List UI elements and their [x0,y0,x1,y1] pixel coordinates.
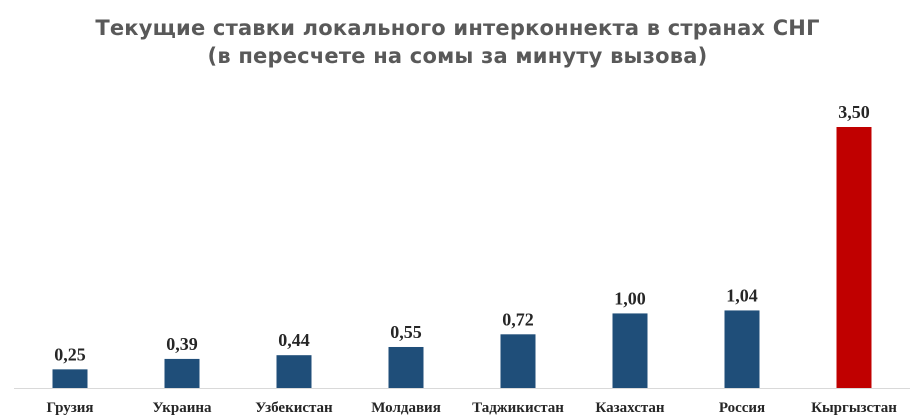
bar-0 [52,369,88,388]
chart-title-line-2: (в пересчете на сомы за минуту вызова) [207,44,708,68]
data-label-2: 0,44 [278,330,310,350]
bar-2 [276,355,312,388]
bar-6 [724,310,760,388]
x-tick-label-1: Украина [152,400,212,416]
data-label-6: 1,04 [726,285,758,305]
x-tick-label-3: Молдавия [371,400,441,416]
bar-4 [500,334,536,388]
chart-title-line-1: Текущие ставки локального интерконнекта … [95,16,820,40]
x-tick-label-7: Кыргызстан [811,400,897,416]
bar-7 [836,127,872,388]
data-label-7: 3,50 [838,102,870,122]
x-tick-label-4: Таджикистан [472,400,564,416]
x-tick-label-2: Узбекистан [255,400,333,416]
data-label-1: 0,39 [166,334,198,354]
bar-1 [164,358,200,388]
data-label-4: 0,72 [502,309,534,329]
data-label-5: 1,00 [614,288,646,308]
x-tick-label-0: Грузия [46,400,93,416]
bar-5 [612,313,648,388]
bar-3 [388,346,424,388]
x-tick-label-5: Казахстан [595,400,664,416]
x-tick-label-6: Россия [719,400,765,416]
data-label-0: 0,25 [54,344,86,364]
data-label-3: 0,55 [390,322,422,342]
chart-title: Текущие ставки локального интерконнекта … [0,14,915,70]
